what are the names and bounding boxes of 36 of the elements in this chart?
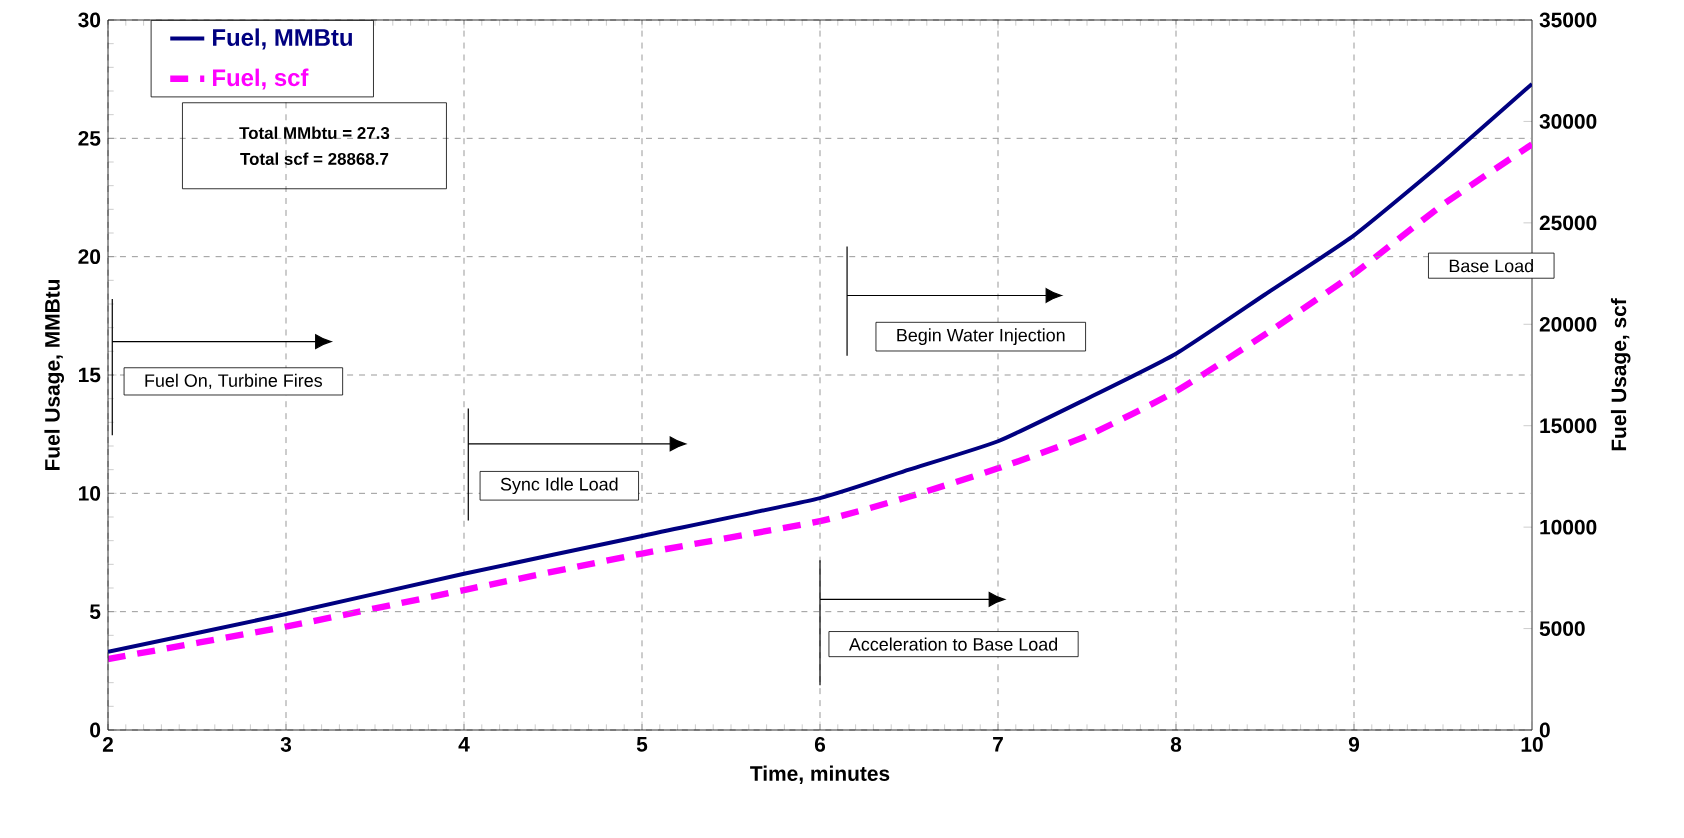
annotation: Acceleration to Base Load [848,637,1058,651]
annotation: Base Load [1449,259,1533,273]
y2-tick-label: 35000 [1539,12,1597,28]
x-tick-label: 4 [458,737,470,752]
y-tick-label: 5 [89,604,101,619]
y-axis-title: Fuel Usage, MMBtu [44,279,65,471]
y2-tick-label: 20000 [1539,316,1597,332]
x-tick-label: 9 [1348,737,1360,752]
y-tick-label: 15 [79,367,101,383]
y2-tick-label: 25000 [1539,215,1597,231]
y2-axis-title: Fuel Usage, scf [1610,298,1631,451]
y2-tick-label: 10000 [1540,519,1597,535]
y2-tick-label: 15000 [1540,418,1597,434]
x-tick-label: 7 [993,737,1003,752]
y2-tick-label: 5000 [1539,621,1585,636]
annotation: Begin Water Injection [897,328,1065,346]
annotation: Fuel On, Turbine Fires [145,373,323,390]
annotation: Total MMbtu = 27.3 [239,126,390,140]
x-tick-label: 10 [1521,737,1543,752]
x-tick-label: 2 [102,737,113,752]
legend-label: Fuel, scf [213,68,309,90]
text: Fuel, MMBtu [213,28,352,50]
annotation: Total scf = 28868.7 [240,152,389,165]
y2-tick-label: 30000 [1539,114,1597,129]
x-tick-label: 3 [280,737,292,752]
annotation: Sync Idle Load [500,477,618,495]
x-tick-label: 6 [814,737,826,752]
y-tick-label: 25 [78,130,101,146]
y-tick-label: 10 [79,485,101,501]
y-tick-label: 20 [78,249,101,265]
y2-tick-label: 0 [1539,722,1550,738]
y-tick-label: 30 [78,12,101,28]
x-axis-title: Time, minutes [750,765,890,784]
x-tick-label: 8 [1170,737,1182,752]
x-tick-label: 5 [636,737,648,752]
y-tick-label: 0 [90,722,101,738]
